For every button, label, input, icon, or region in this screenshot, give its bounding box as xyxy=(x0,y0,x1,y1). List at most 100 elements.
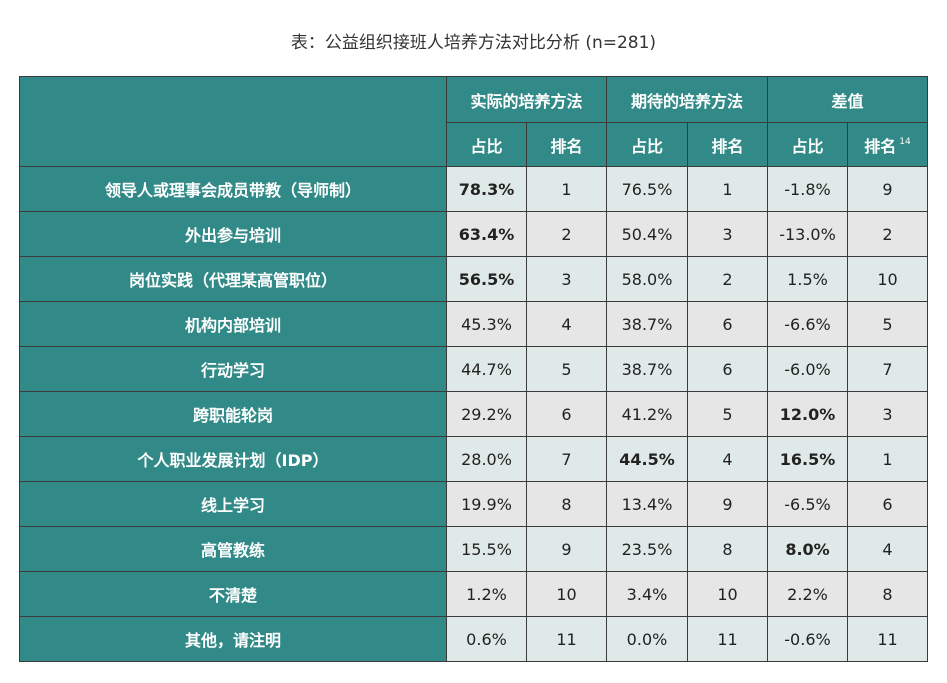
diff-share-cell: -0.6% xyxy=(767,616,848,662)
footnote-marker: 14 xyxy=(899,136,911,147)
header-actual-share: 占比 xyxy=(446,122,527,167)
actual-rank-cell: 3 xyxy=(526,256,607,302)
expected-share-cell: 50.4% xyxy=(606,211,688,257)
diff-rank-cell: 9 xyxy=(847,166,928,212)
diff-rank-cell: 3 xyxy=(847,391,928,437)
actual-rank-cell: 2 xyxy=(526,211,607,257)
actual-rank-cell: 10 xyxy=(526,571,607,617)
expected-rank-cell: 11 xyxy=(687,616,768,662)
diff-rank-cell: 10 xyxy=(847,256,928,302)
expected-rank-cell: 3 xyxy=(687,211,768,257)
diff-rank-cell: 7 xyxy=(847,346,928,392)
actual-rank-cell: 1 xyxy=(526,166,607,212)
expected-rank-cell: 2 xyxy=(687,256,768,302)
header-actual-rank: 排名 xyxy=(526,122,607,167)
row-label: 线上学习 xyxy=(19,481,447,527)
expected-rank-cell: 6 xyxy=(687,301,768,347)
expected-share-cell: 41.2% xyxy=(606,391,688,437)
table-title: 表：公益组织接班人培养方法对比分析 (n=281) xyxy=(290,33,657,53)
table-row: 外出参与培训 63.4% 2 50.4% 3 -13.0% 2 xyxy=(19,211,928,257)
table-row: 其他，请注明 0.6% 11 0.0% 11 -0.6% 11 xyxy=(19,616,928,662)
expected-share-cell: 3.4% xyxy=(606,571,688,617)
actual-rank-cell: 5 xyxy=(526,346,607,392)
actual-rank-cell: 4 xyxy=(526,301,607,347)
actual-share-cell: 29.2% xyxy=(446,391,527,437)
actual-share-cell: 15.5% xyxy=(446,526,527,572)
row-label: 不清楚 xyxy=(19,571,447,617)
expected-rank-cell: 9 xyxy=(687,481,768,527)
actual-rank-cell: 8 xyxy=(526,481,607,527)
header-diff-share: 占比 xyxy=(767,122,848,167)
row-label: 岗位实践（代理某高管职位） xyxy=(19,256,447,302)
expected-rank-cell: 1 xyxy=(687,166,768,212)
expected-rank-cell: 8 xyxy=(687,526,768,572)
diff-share-cell: 1.5% xyxy=(767,256,848,302)
diff-rank-cell: 1 xyxy=(847,436,928,482)
diff-rank-cell: 6 xyxy=(847,481,928,527)
header-group-expected: 期待的培养方法 xyxy=(606,76,768,123)
diff-rank-cell: 5 xyxy=(847,301,928,347)
header-group-diff: 差值 xyxy=(767,76,928,123)
table-row: 不清楚 1.2% 10 3.4% 10 2.2% 8 xyxy=(19,571,928,617)
row-label: 其他，请注明 xyxy=(19,616,447,662)
diff-share-cell: -6.5% xyxy=(767,481,848,527)
expected-share-cell: 76.5% xyxy=(606,166,688,212)
actual-share-cell: 1.2% xyxy=(446,571,527,617)
diff-rank-cell: 2 xyxy=(847,211,928,257)
expected-share-cell: 13.4% xyxy=(606,481,688,527)
diff-share-cell: -13.0% xyxy=(767,211,848,257)
expected-share-cell: 0.0% xyxy=(606,616,688,662)
actual-rank-cell: 9 xyxy=(526,526,607,572)
header-group-actual: 实际的培养方法 xyxy=(446,76,607,123)
actual-rank-cell: 7 xyxy=(526,436,607,482)
actual-share-cell: 0.6% xyxy=(446,616,527,662)
row-label: 领导人或理事会成员带教（导师制） xyxy=(19,166,447,212)
row-label: 机构内部培训 xyxy=(19,301,447,347)
row-label: 外出参与培训 xyxy=(19,211,447,257)
diff-share-cell: 12.0% xyxy=(767,391,848,437)
table-row: 岗位实践（代理某高管职位） 56.5% 3 58.0% 2 1.5% 10 xyxy=(19,256,928,302)
header-expected-rank: 排名 xyxy=(687,122,768,167)
header-expected-share: 占比 xyxy=(606,122,688,167)
expected-rank-cell: 6 xyxy=(687,346,768,392)
header-corner-cell xyxy=(19,76,447,167)
actual-rank-cell: 6 xyxy=(526,391,607,437)
expected-rank-cell: 5 xyxy=(687,391,768,437)
actual-share-cell: 56.5% xyxy=(446,256,527,302)
table-row: 个人职业发展计划（IDP） 28.0% 7 44.5% 4 16.5% 1 xyxy=(19,436,928,482)
expected-share-cell: 38.7% xyxy=(606,346,688,392)
actual-share-cell: 19.9% xyxy=(446,481,527,527)
table-row: 跨职能轮岗 29.2% 6 41.2% 5 12.0% 3 xyxy=(19,391,928,437)
expected-share-cell: 23.5% xyxy=(606,526,688,572)
comparison-table: 实际的培养方法 期待的培养方法 差值 占比 排名 占比 排名 占比 排名 14 领… xyxy=(19,76,928,662)
table-row: 线上学习 19.9% 8 13.4% 9 -6.5% 6 xyxy=(19,481,928,527)
header-diff-rank: 排名 14 xyxy=(847,122,928,167)
row-label: 个人职业发展计划（IDP） xyxy=(19,436,447,482)
table-row: 领导人或理事会成员带教（导师制） 78.3% 1 76.5% 1 -1.8% 9 xyxy=(19,166,928,212)
diff-share-cell: 2.2% xyxy=(767,571,848,617)
diff-share-cell: 8.0% xyxy=(767,526,848,572)
actual-rank-cell: 11 xyxy=(526,616,607,662)
diff-rank-cell: 11 xyxy=(847,616,928,662)
table-row: 机构内部培训 45.3% 4 38.7% 6 -6.6% 5 xyxy=(19,301,928,347)
row-label: 跨职能轮岗 xyxy=(19,391,447,437)
table-row: 高管教练 15.5% 9 23.5% 8 8.0% 4 xyxy=(19,526,928,572)
actual-share-cell: 44.7% xyxy=(446,346,527,392)
diff-rank-cell: 4 xyxy=(847,526,928,572)
expected-rank-cell: 10 xyxy=(687,571,768,617)
diff-rank-cell: 8 xyxy=(847,571,928,617)
diff-share-cell: -6.0% xyxy=(767,346,848,392)
expected-share-cell: 38.7% xyxy=(606,301,688,347)
diff-share-cell: 16.5% xyxy=(767,436,848,482)
actual-share-cell: 45.3% xyxy=(446,301,527,347)
expected-share-cell: 58.0% xyxy=(606,256,688,302)
expected-rank-cell: 4 xyxy=(687,436,768,482)
table-row: 行动学习 44.7% 5 38.7% 6 -6.0% 7 xyxy=(19,346,928,392)
actual-share-cell: 78.3% xyxy=(446,166,527,212)
header-diff-rank-label: 排名 xyxy=(864,136,897,156)
row-label: 行动学习 xyxy=(19,346,447,392)
diff-share-cell: -1.8% xyxy=(767,166,848,212)
expected-share-cell: 44.5% xyxy=(606,436,688,482)
actual-share-cell: 63.4% xyxy=(446,211,527,257)
actual-share-cell: 28.0% xyxy=(446,436,527,482)
